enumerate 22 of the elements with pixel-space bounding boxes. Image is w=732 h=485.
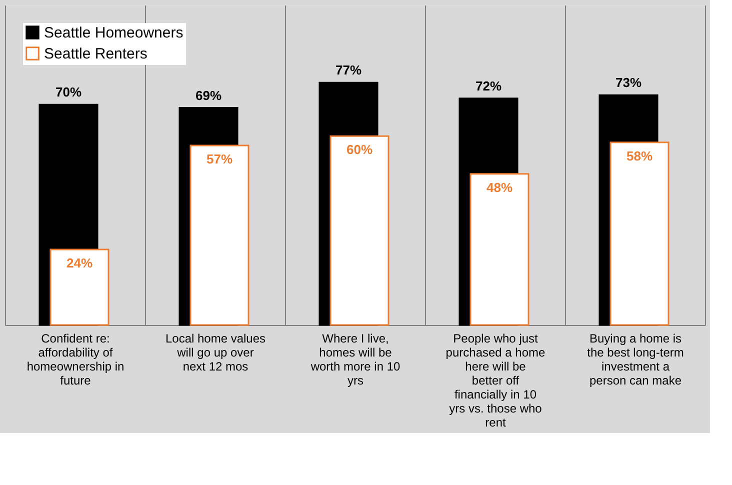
bar	[610, 142, 670, 326]
bar	[470, 173, 530, 326]
data-label: 77%	[335, 62, 362, 78]
data-label: 58%	[626, 148, 653, 164]
data-label: 69%	[195, 88, 222, 103]
bar	[330, 135, 390, 326]
data-label: 57%	[206, 152, 233, 167]
data-label: 60%	[346, 142, 373, 158]
bar	[190, 144, 250, 326]
data-label: 70%	[55, 84, 82, 100]
data-label: 73%	[615, 75, 642, 90]
data-label: 24%	[66, 255, 93, 270]
x-tick-label: Where I live, homes will be worth more in 10 yrs	[310, 332, 401, 388]
x-tick-label: Confident re: affordability of homeownership in future	[26, 332, 124, 388]
data-label: 72%	[475, 78, 502, 94]
bar	[50, 248, 110, 326]
legend-label: Seattle Renters	[44, 46, 148, 62]
data-label: 48%	[486, 180, 513, 195]
x-tick-label: Local home values will go up over next 12 mos	[165, 332, 266, 374]
x-tick-label: People who just purchased a home here will be better off financially in 10 yrs vs. those who rent	[446, 332, 546, 430]
x-tick-label: Buying a home is the best long-term investment a person can make	[587, 332, 684, 388]
legend-label: Seattle Homeowners	[44, 24, 184, 42]
